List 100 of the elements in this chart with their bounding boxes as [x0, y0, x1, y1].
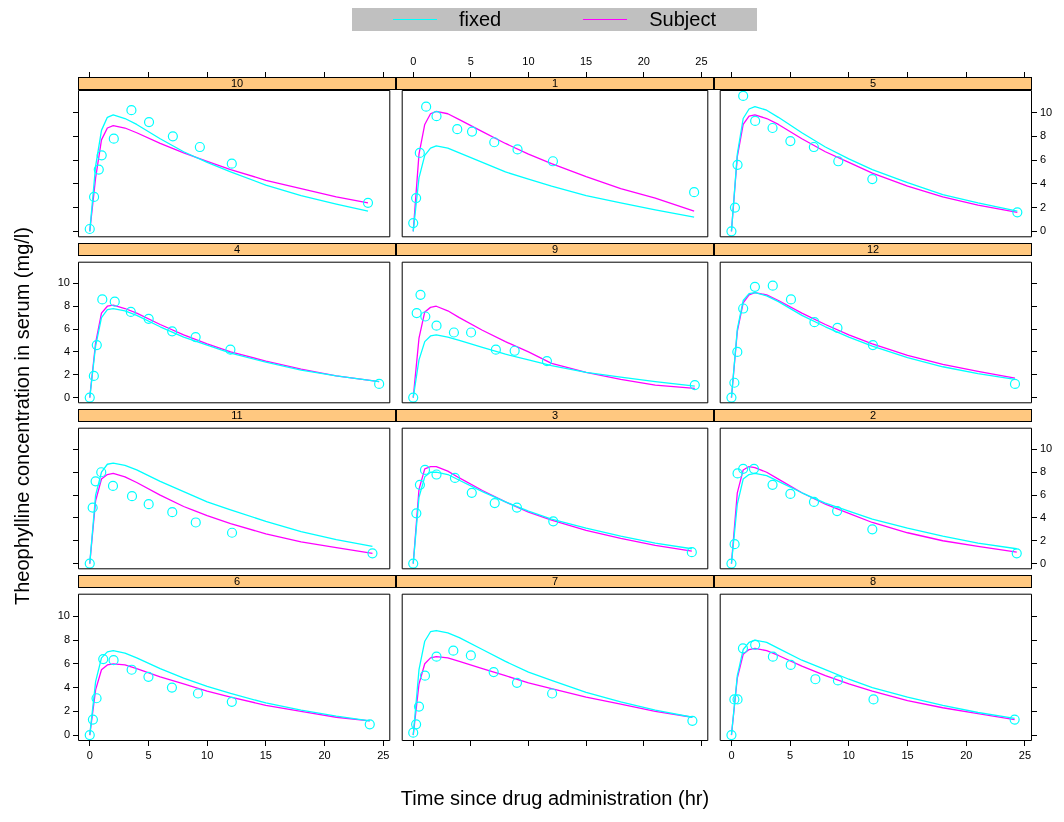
point [466, 487, 477, 498]
point [512, 144, 523, 155]
point [96, 467, 107, 478]
point [810, 674, 821, 685]
y-tick-label: 8 [1040, 129, 1047, 142]
y-tick-label: 10 [57, 609, 70, 622]
point [431, 469, 442, 480]
point [143, 116, 155, 128]
point [729, 202, 741, 213]
point [107, 480, 119, 492]
point [143, 671, 154, 682]
point [785, 135, 796, 147]
point [84, 392, 95, 403]
point [91, 693, 102, 704]
point [87, 502, 98, 513]
point [465, 327, 477, 338]
x-tick-label: 20 [960, 748, 973, 761]
point [411, 508, 422, 519]
y-tick-label: 2 [63, 704, 70, 717]
point [420, 311, 431, 322]
point [767, 122, 778, 134]
chart-title: 8 [714, 575, 1032, 588]
point [726, 558, 737, 569]
x-tick-label: 5 [145, 748, 152, 761]
point [767, 280, 778, 291]
point [489, 137, 500, 148]
point [449, 472, 461, 484]
chart-title: 1 [396, 77, 714, 90]
point [194, 141, 205, 153]
point [166, 682, 178, 693]
point [411, 719, 422, 730]
point [689, 379, 700, 391]
point [97, 294, 108, 305]
point [87, 714, 99, 725]
x-axis-title: Time since drug administration (hr) [399, 787, 711, 810]
point [411, 307, 422, 319]
point [738, 303, 749, 314]
point [832, 675, 844, 686]
point [421, 101, 432, 112]
point [125, 306, 136, 318]
point [767, 651, 778, 662]
point [143, 313, 154, 324]
x-tick-label: 20 [637, 55, 650, 68]
point [167, 507, 178, 518]
point [126, 664, 137, 675]
point [808, 141, 819, 153]
point [431, 320, 442, 331]
y-tick-label: 10 [1040, 105, 1053, 118]
y-tick-label: 0 [63, 728, 70, 741]
point [91, 339, 102, 351]
point [192, 688, 204, 699]
point [541, 355, 553, 367]
y-tick-label: 0 [63, 390, 70, 403]
point [686, 547, 697, 558]
point [1011, 548, 1022, 559]
point [785, 659, 796, 671]
y-tick-label: 0 [1040, 556, 1047, 569]
point [431, 651, 442, 662]
legend-label: Subject [649, 8, 716, 31]
y-tick-label: 6 [63, 656, 70, 669]
point [509, 345, 520, 356]
point [729, 377, 740, 388]
point [226, 527, 238, 538]
x-tick-label: 20 [318, 748, 331, 761]
point [362, 197, 374, 208]
point [419, 670, 431, 681]
point [748, 463, 760, 474]
point [808, 496, 820, 508]
point [96, 150, 107, 161]
point [729, 539, 740, 550]
point [750, 639, 761, 650]
point [374, 378, 385, 389]
chart-title: 10 [78, 77, 396, 90]
x-tick-label: 25 [695, 55, 708, 68]
point [732, 468, 743, 479]
point [490, 344, 501, 355]
point [832, 505, 843, 517]
point [364, 719, 375, 730]
point [732, 159, 743, 170]
point [408, 392, 419, 403]
x-tick-label: 10 [201, 748, 214, 761]
point [726, 226, 737, 237]
y-tick-label: 0 [1040, 224, 1047, 237]
point [90, 476, 101, 487]
point [413, 701, 425, 712]
point [785, 294, 797, 305]
point [84, 223, 95, 235]
point [126, 491, 138, 502]
chart-title: 6 [78, 575, 396, 588]
x-tick-label: 5 [467, 55, 474, 68]
x-tick-label: 10 [842, 748, 855, 761]
chart-title: 4 [78, 243, 396, 256]
x-tick-label: 0 [410, 55, 417, 68]
point [419, 464, 431, 476]
point [1012, 207, 1023, 218]
point [408, 558, 419, 569]
point [867, 339, 879, 351]
x-tick-label: 25 [377, 748, 390, 761]
point [126, 105, 137, 116]
point [868, 694, 879, 705]
